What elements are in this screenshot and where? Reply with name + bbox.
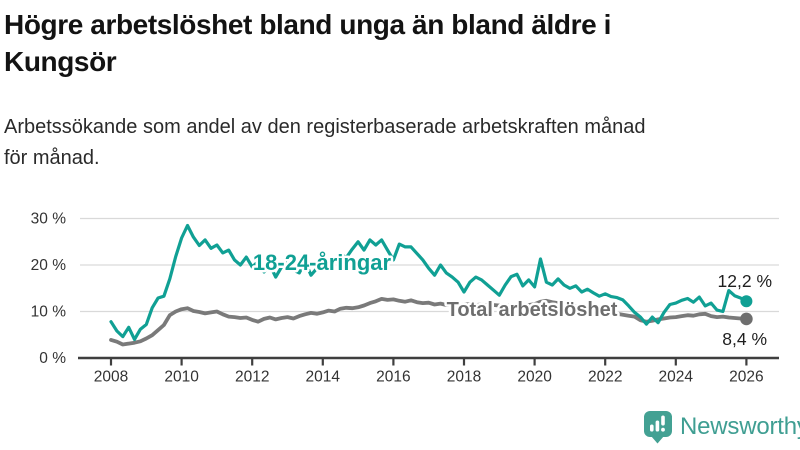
logo-bar-small	[650, 424, 654, 432]
line-chart: 2008 2010 2012 2014 2016 2018 2020 2022 2024 2026…	[31, 211, 779, 386]
series-end-dot-1	[740, 312, 753, 326]
y-axis-labels: 0 % 10 % 20 % 30 %	[31, 211, 67, 368]
x-tick-label: 2026	[729, 369, 763, 386]
series-end-dot-0	[740, 295, 753, 308]
x-tick-label: 2014	[306, 369, 341, 386]
x-tick-label: 2020	[517, 369, 552, 386]
series-annotations: 18-24-åringar 12,2 % Total arbetslöshet 8,4…	[250, 248, 772, 350]
newsworthy-logo-icon	[644, 411, 672, 444]
chart-subtitle-line1: Arbetssökande som andel av den registerb…	[4, 116, 646, 138]
y-tick-label: 0 %	[39, 350, 66, 367]
series-label-1: Total arbetslöshet	[447, 299, 618, 321]
x-tick-label: 2010	[164, 369, 199, 386]
y-tick-label: 30 %	[31, 211, 67, 228]
series-end-value-1: 8,4 %	[722, 329, 767, 349]
chart-subtitle: Arbetssökande som andel av den registerb…	[4, 112, 646, 174]
x-tick-label: 2022	[588, 369, 622, 386]
newsworthy-logo[interactable]: Newsworthy	[643, 409, 800, 445]
page-title-line1: Högre arbetslöshet bland unga än bland ä…	[4, 9, 612, 40]
x-tick-label: 2024	[659, 369, 694, 386]
chart-subtitle-line2: för månad.	[4, 147, 100, 169]
y-tick-label: 10 %	[31, 304, 67, 321]
page-title-line2: Kungsör	[4, 46, 117, 77]
series-lines	[109, 223, 753, 347]
series-line-1	[109, 296, 749, 347]
page-title: Högre arbetslöshet bland unga än bland ä…	[4, 6, 611, 80]
x-tick-label: 2008	[94, 369, 128, 386]
y-tick-label: 20 %	[31, 257, 67, 274]
x-axis-ticks: 2008 2010 2012 2014 2016 2018 2020 2022 2024 2026	[94, 358, 764, 386]
logo-exclamation-bar	[661, 415, 665, 426]
logo-exclamation-dot	[661, 427, 665, 432]
series-line-0	[109, 223, 749, 341]
x-tick-label: 2012	[235, 369, 269, 386]
x-tick-label: 2016	[376, 369, 410, 386]
series-label-0: 18-24-åringar	[253, 250, 392, 275]
logo-bar-tall	[655, 420, 660, 432]
series-end-value-0: 12,2 %	[718, 271, 772, 291]
x-tick-label: 2018	[447, 369, 481, 386]
newsworthy-wordmark: Newsworthy	[680, 413, 800, 440]
